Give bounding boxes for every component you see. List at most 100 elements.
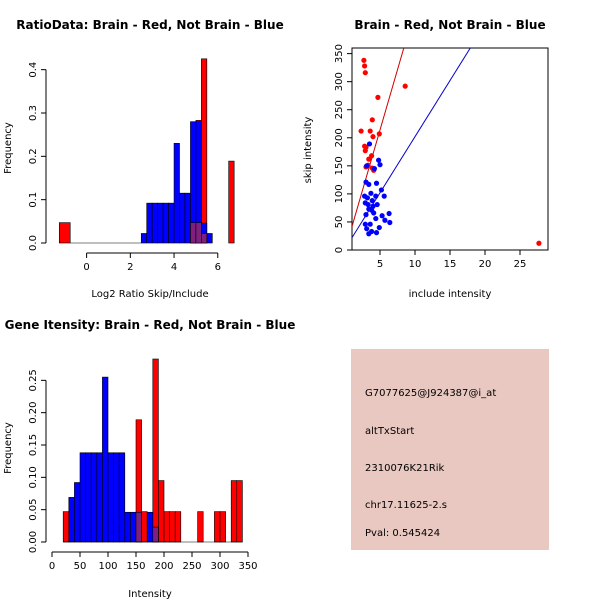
x-tick-label: 0 (83, 262, 89, 273)
blue-histogram-bar (130, 511, 137, 543)
red-point (375, 94, 381, 100)
red-histogram-bar (197, 511, 204, 543)
event-type: altTxStart (365, 426, 414, 437)
blue-point (364, 226, 370, 232)
red-point (370, 134, 376, 140)
blue-point (367, 221, 373, 227)
info-panel: G7077625@J924387@i_at altTxStart 2310076… (351, 349, 549, 550)
red-histogram-bar (163, 511, 170, 543)
red-histogram-bar (228, 160, 235, 244)
red-point (362, 148, 368, 154)
red-histogram-bar (141, 511, 148, 543)
red-point (376, 131, 382, 137)
x-tick-label: 50 (74, 561, 87, 572)
blue-point (366, 231, 372, 237)
blue-point (364, 195, 370, 201)
ratio-histogram-ylabel: Frequency (3, 122, 14, 174)
red-histogram-bar (236, 480, 243, 543)
x-tick-label: 25 (514, 259, 527, 270)
y-tick-label: 350 (334, 44, 345, 63)
red-histogram-bar (219, 511, 226, 543)
y-tick-label: 0.2 (28, 148, 39, 164)
overlap-histogram-bar (152, 526, 159, 543)
scatter-plot-box (351, 47, 549, 251)
blue-histogram-bar (206, 233, 213, 244)
y-tick-label: 0.15 (28, 434, 39, 456)
blue-histogram-bar (113, 452, 120, 543)
x-tick-label: 250 (182, 561, 201, 572)
y-tick-label: 0.05 (28, 499, 39, 521)
overlap-histogram-bar (135, 511, 142, 543)
blue-point (369, 198, 375, 204)
red-histogram-bar (58, 222, 71, 244)
scatter-title: Brain - Red, Not Brain - Blue (354, 18, 545, 32)
scatter-ylabel: skip intensity (303, 117, 314, 184)
x-tick-label: 350 (238, 561, 257, 572)
red-histogram-bar (169, 511, 176, 543)
red-histogram-bar (152, 358, 159, 543)
y-tick-label: 100 (334, 184, 345, 203)
blue-histogram-bar (79, 452, 86, 543)
ratio-histogram-xlabel: Log2 Ratio Skip/Include (91, 289, 208, 300)
blue-point (378, 187, 384, 193)
blue-point (377, 162, 383, 168)
y-tick-label: 0.25 (28, 369, 39, 391)
blue-histogram-bar (140, 233, 148, 244)
info-panel-background (351, 349, 549, 550)
blue-histogram-bar (173, 143, 180, 244)
blue-point (373, 180, 380, 186)
y-tick-label: 200 (334, 128, 345, 147)
red-histogram-bar (62, 511, 70, 543)
blue-point (370, 203, 376, 209)
blue-histogram-bar (74, 482, 81, 543)
blue-point (362, 221, 368, 227)
blue-histogram-bar (124, 511, 131, 543)
ratio-histogram-title: RatioData: Brain - Red, Not Brain - Blue (16, 18, 283, 32)
y-tick-label: 150 (334, 156, 345, 175)
blue-point (366, 141, 373, 147)
intensity-histogram-xlabel: Intensity (128, 589, 172, 600)
x-tick-label: 20 (479, 259, 492, 270)
red-point (362, 63, 368, 69)
blue-histogram-bar (162, 202, 169, 244)
y-tick-label: 300 (334, 72, 345, 91)
blue-point (366, 181, 372, 187)
blue-point (386, 210, 392, 217)
blue-histogram-bar (90, 452, 98, 543)
intensity-scatter: Brain - Red, Not Brain - Blue include in… (303, 18, 549, 300)
blue-point (382, 217, 388, 223)
red-point (402, 83, 408, 89)
y-tick-label: 0.0 (28, 235, 39, 251)
blue-histogram-bar (157, 202, 164, 244)
blue-point (371, 166, 377, 172)
x-tick-label: 15 (444, 259, 457, 270)
y-tick-label: 50 (334, 216, 345, 229)
blue-histogram-bar (118, 452, 126, 543)
blue-histogram-bar (68, 497, 75, 543)
y-tick-label: 0.20 (28, 402, 39, 424)
x-tick-label: 0 (49, 561, 55, 572)
overlap-histogram-bar (201, 233, 208, 244)
blue-point (376, 157, 382, 163)
y-tick-label: 0.00 (28, 531, 39, 553)
blue-point (387, 219, 393, 226)
scatter-xlabel: include intensity (409, 289, 492, 300)
red-histogram-bar (214, 511, 221, 543)
blue-histogram-bar (168, 202, 175, 244)
red-point (369, 117, 375, 123)
red-point (366, 156, 372, 162)
blue-point (376, 224, 382, 231)
blue-histogram-bar (179, 192, 186, 244)
blue-point (373, 193, 379, 199)
red-histogram-bar (158, 480, 165, 543)
x-tick-label: 200 (154, 561, 173, 572)
intensity-histogram: Gene Itensity: Brain - Red, Not Brain - … (3, 318, 295, 600)
blue-point (381, 193, 387, 199)
blue-histogram-bar (184, 192, 191, 244)
ratio-histogram: RatioData: Brain - Red, Not Brain - Blue… (3, 18, 284, 300)
genomic-location: chr17.11625-2.s (365, 500, 447, 511)
x-tick-label: 100 (98, 561, 117, 572)
blue-histogram-bar (102, 376, 109, 543)
x-tick-label: 6 (215, 262, 221, 273)
blue-histogram-bar (96, 452, 103, 543)
